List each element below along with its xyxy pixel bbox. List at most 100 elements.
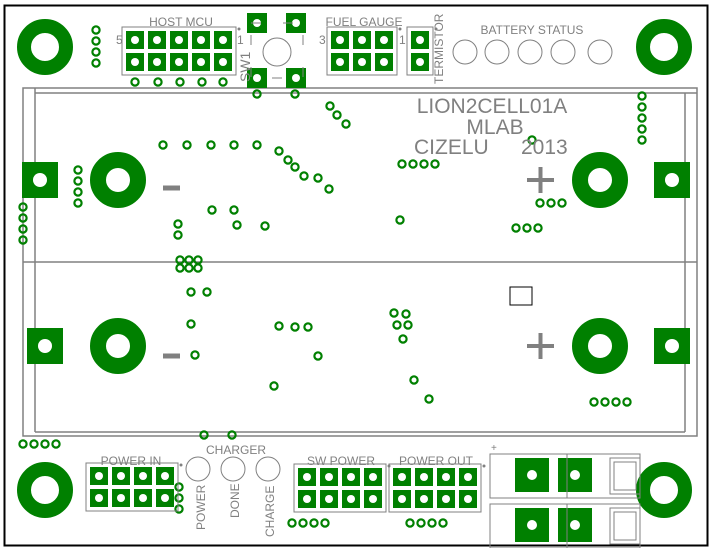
fuse-clip <box>609 457 641 495</box>
pad-hole <box>369 495 377 503</box>
battery-plus-mark <box>538 333 543 359</box>
pad-hole <box>131 36 139 44</box>
pad-hole <box>527 520 537 530</box>
via <box>174 504 184 514</box>
pad-hole <box>527 470 537 480</box>
via <box>427 518 437 528</box>
sw1-outline <box>250 22 304 79</box>
pad-hole <box>38 339 52 353</box>
pad-hole <box>347 495 355 503</box>
via <box>290 89 300 99</box>
pad-hole <box>292 74 300 82</box>
pad-hole <box>665 339 679 353</box>
via <box>91 25 101 35</box>
led-done-label: DONE <box>228 483 242 518</box>
charger-label: CHARGER <box>206 443 266 457</box>
via <box>424 394 434 404</box>
via <box>637 91 647 101</box>
via <box>405 518 415 528</box>
fuse-polarity-mark: + <box>491 443 497 454</box>
via <box>611 397 621 407</box>
via <box>403 320 413 330</box>
host-mcu-pin-1: 1 <box>237 33 244 47</box>
via <box>392 320 402 330</box>
via <box>309 518 319 528</box>
pad-hole <box>347 473 355 481</box>
via <box>173 230 183 240</box>
power-out-label: POWER OUT <box>399 454 474 468</box>
pad-hole <box>131 58 139 66</box>
fuse-clip-inner <box>613 461 637 491</box>
via <box>186 319 196 329</box>
pad-hole <box>139 494 147 502</box>
via <box>18 202 28 212</box>
battery-holder <box>22 87 698 437</box>
via <box>184 263 194 273</box>
via <box>199 430 209 440</box>
via <box>73 198 83 208</box>
pad-hole <box>380 36 388 44</box>
pad-hole <box>153 36 161 44</box>
pad-hole <box>197 36 205 44</box>
via <box>389 308 399 318</box>
pad-hole <box>219 36 227 44</box>
via <box>182 140 192 150</box>
battery-terminal-pad <box>572 152 628 208</box>
termistor-label: TERMISTOR <box>432 13 446 84</box>
board-title-line-1: LION2CELL01A <box>417 95 568 118</box>
via <box>290 162 300 172</box>
via <box>218 77 228 87</box>
power-in-label: POWER IN <box>101 454 162 468</box>
sw-power-header-outline <box>293 463 387 513</box>
charger-led <box>185 456 211 482</box>
fuel-gauge-pin-1: 1 <box>399 33 406 47</box>
via <box>600 397 610 407</box>
via <box>511 223 521 233</box>
via <box>18 224 28 234</box>
pad-hole <box>420 495 428 503</box>
via <box>186 287 196 297</box>
pad-hole <box>398 473 406 481</box>
sw1-label: SW1 <box>237 51 253 82</box>
pad-hole <box>358 58 366 66</box>
host-mcu-header-pin1-marker <box>237 27 241 31</box>
via <box>325 101 335 111</box>
via <box>197 77 207 87</box>
termistor-header-outline <box>406 26 434 76</box>
via <box>527 135 537 145</box>
via <box>158 140 168 150</box>
via <box>438 518 448 528</box>
sw1-button-outline <box>262 37 292 67</box>
power-out-header-pin1-marker <box>482 464 486 468</box>
pad-hole <box>369 473 377 481</box>
via <box>202 287 212 297</box>
battery-status-led <box>550 39 576 65</box>
pad-hole <box>464 495 472 503</box>
via <box>18 439 28 449</box>
pad-hole <box>117 494 125 502</box>
board-year: 2013 <box>521 136 568 159</box>
pad-hole <box>442 495 450 503</box>
board-title-line-2: MLAB <box>466 116 523 139</box>
via <box>193 263 203 273</box>
pad-hole <box>161 472 169 480</box>
battery-terminal-pad <box>90 152 146 208</box>
via <box>299 171 309 181</box>
pad-hole <box>358 36 366 44</box>
via <box>637 135 647 145</box>
via <box>229 205 239 215</box>
via <box>430 159 440 169</box>
pad-hole <box>117 472 125 480</box>
mounting-hole <box>17 19 73 75</box>
via <box>174 493 184 503</box>
pad-hole <box>325 495 333 503</box>
board-outline <box>3 4 709 547</box>
via <box>153 77 163 87</box>
mounting-hole <box>17 462 73 518</box>
via <box>341 119 351 129</box>
via <box>637 124 647 134</box>
pad-hole <box>197 58 205 66</box>
pad-hole <box>303 495 311 503</box>
mounting-hole <box>636 462 692 518</box>
host-mcu-pin-5: 5 <box>116 33 123 47</box>
